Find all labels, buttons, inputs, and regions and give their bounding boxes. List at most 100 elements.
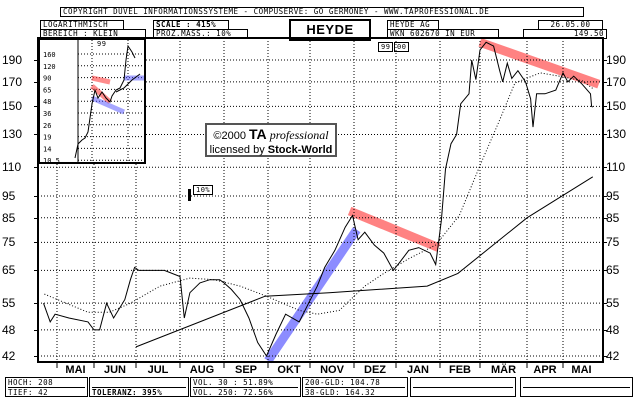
month-label: NOV bbox=[320, 364, 344, 376]
inset-y-tick: 14 bbox=[43, 145, 51, 153]
vol30-value: VOL. 30 : 51.89% bbox=[193, 378, 274, 387]
inset-y-tick: 48 bbox=[43, 98, 51, 106]
y-tick-left: 190 bbox=[2, 53, 23, 68]
month-label: MAI bbox=[65, 364, 86, 376]
inset-y-tick: 90 bbox=[43, 75, 51, 83]
inset-average-line bbox=[115, 73, 141, 93]
y-tick-mark bbox=[603, 195, 607, 197]
proz-mass-label: PROZ.MASS.: 10% bbox=[153, 29, 248, 39]
month-label: SEP bbox=[234, 364, 258, 376]
y-tick-mark bbox=[603, 329, 607, 331]
low-value: TIEF: 42 bbox=[8, 387, 85, 397]
copyright-banner: COPYRIGHT DUVEL INFORMATIONSSYSTEME - CO… bbox=[60, 7, 584, 17]
resistance-trendline bbox=[347, 206, 441, 252]
y-tick-mark bbox=[34, 106, 38, 108]
y-tick-mark bbox=[34, 60, 38, 62]
plot-frame bbox=[37, 37, 604, 363]
gld38-value: 38-GLD: 164.32 bbox=[305, 387, 405, 397]
logo-licensed: licensed by bbox=[209, 144, 265, 156]
logo-professional: professional bbox=[269, 128, 329, 142]
vol250-value: VOL. 250: 72.56% bbox=[193, 387, 298, 397]
y-tick-right: 85 bbox=[606, 210, 620, 225]
y-tick-left: 170 bbox=[2, 74, 23, 89]
y-tick-right: 170 bbox=[606, 74, 627, 89]
inset-price-line bbox=[74, 44, 136, 159]
y-tick-right: 190 bbox=[606, 53, 627, 68]
month-label: DEZ bbox=[364, 364, 386, 376]
y-tick-mark bbox=[34, 81, 38, 83]
inset-y-tick: 10.5 bbox=[43, 157, 60, 162]
inset-year-label: 99 bbox=[97, 40, 107, 48]
gld38-line bbox=[44, 72, 594, 315]
y-tick-right: 42 bbox=[606, 349, 620, 364]
y-tick-mark bbox=[34, 329, 38, 331]
y-tick-left: 42 bbox=[2, 349, 16, 364]
tolerance-value: TOLERANZ: 395% bbox=[92, 387, 186, 397]
y-tick-left: 110 bbox=[2, 160, 22, 175]
gld200-line bbox=[135, 176, 594, 348]
y-tick-left: 48 bbox=[2, 322, 16, 337]
overview-inset: 160 120 90 65 48 36 26 19 14 10.5 99 bbox=[38, 38, 146, 165]
y-tick-left: 95 bbox=[2, 188, 16, 203]
y-tick-left: 55 bbox=[2, 296, 16, 311]
wkn-label: WKN 602670 IN EUR bbox=[387, 29, 499, 39]
y-tick-left: 65 bbox=[2, 263, 16, 278]
logo-copyright: ©2000 bbox=[213, 130, 246, 142]
high-value: HOCH: 208 bbox=[8, 378, 54, 387]
month-label: MÄR bbox=[490, 364, 517, 376]
footer-volatility: VOL. 30 : 51.89% VOL. 250: 72.56% bbox=[190, 377, 301, 397]
percent-scale-bar bbox=[188, 189, 191, 201]
y-tick-mark bbox=[603, 217, 607, 219]
y-tick-right: 48 bbox=[606, 322, 620, 337]
y-tick-mark bbox=[603, 356, 607, 358]
month-label: AUG bbox=[189, 364, 215, 376]
inset-y-tick: 160 bbox=[43, 51, 56, 59]
month-label: APR bbox=[533, 364, 557, 376]
footer-high-low: HOCH: 208 TIEF: 42 bbox=[5, 377, 88, 397]
inset-chart: 160 120 90 65 48 36 26 19 14 10.5 bbox=[43, 40, 144, 165]
price-line bbox=[43, 41, 594, 358]
inset-y-tick: 19 bbox=[43, 134, 51, 142]
logo-stockworld: Stock-World bbox=[267, 144, 333, 156]
y-tick-right: 150 bbox=[606, 99, 627, 114]
y-tick-mark bbox=[603, 60, 607, 62]
inset-resistance-band bbox=[91, 75, 111, 85]
month-label: FEB bbox=[449, 364, 471, 376]
year-label-99: 99 bbox=[378, 42, 394, 52]
ta-professional-logo: ©2000 TA professional licensed by Stock-… bbox=[205, 123, 337, 157]
month-label: JAN bbox=[406, 364, 430, 376]
inset-y-tick: 120 bbox=[43, 63, 56, 71]
y-tick-mark bbox=[603, 270, 607, 272]
y-tick-mark bbox=[603, 134, 607, 136]
year-label-00: 00 bbox=[394, 42, 410, 52]
footer-tolerance: TOLERANZ: 395% bbox=[89, 377, 189, 397]
y-tick-right: 55 bbox=[606, 296, 620, 311]
gld200-value: 200-GLD: 104.78 bbox=[305, 378, 381, 387]
y-tick-right: 130 bbox=[606, 127, 627, 142]
y-tick-right: 110 bbox=[606, 160, 626, 175]
y-tick-mark bbox=[603, 167, 607, 169]
last-price: 149.50 bbox=[523, 29, 607, 39]
y-tick-mark bbox=[34, 195, 38, 197]
y-tick-mark bbox=[34, 167, 38, 169]
y-tick-left: 130 bbox=[2, 127, 23, 142]
logo-ta: TA bbox=[249, 126, 267, 142]
ticker-title: HEYDE bbox=[289, 19, 371, 41]
y-tick-mark bbox=[603, 303, 607, 305]
inset-y-tick: 26 bbox=[43, 122, 51, 130]
month-label: OKT bbox=[277, 364, 301, 376]
y-tick-mark bbox=[34, 303, 38, 305]
footer-empty-1 bbox=[410, 377, 516, 397]
inset-y-tick: 36 bbox=[43, 110, 51, 118]
y-tick-mark bbox=[34, 134, 38, 136]
y-tick-right: 95 bbox=[606, 188, 620, 203]
y-tick-right: 65 bbox=[606, 263, 620, 278]
y-tick-mark bbox=[603, 81, 607, 83]
y-tick-mark bbox=[34, 217, 38, 219]
y-tick-mark bbox=[603, 242, 607, 244]
month-label: MAI bbox=[571, 364, 592, 376]
resistance-trendline bbox=[478, 38, 601, 89]
month-label: JUL bbox=[147, 364, 169, 376]
y-tick-mark bbox=[34, 242, 38, 244]
